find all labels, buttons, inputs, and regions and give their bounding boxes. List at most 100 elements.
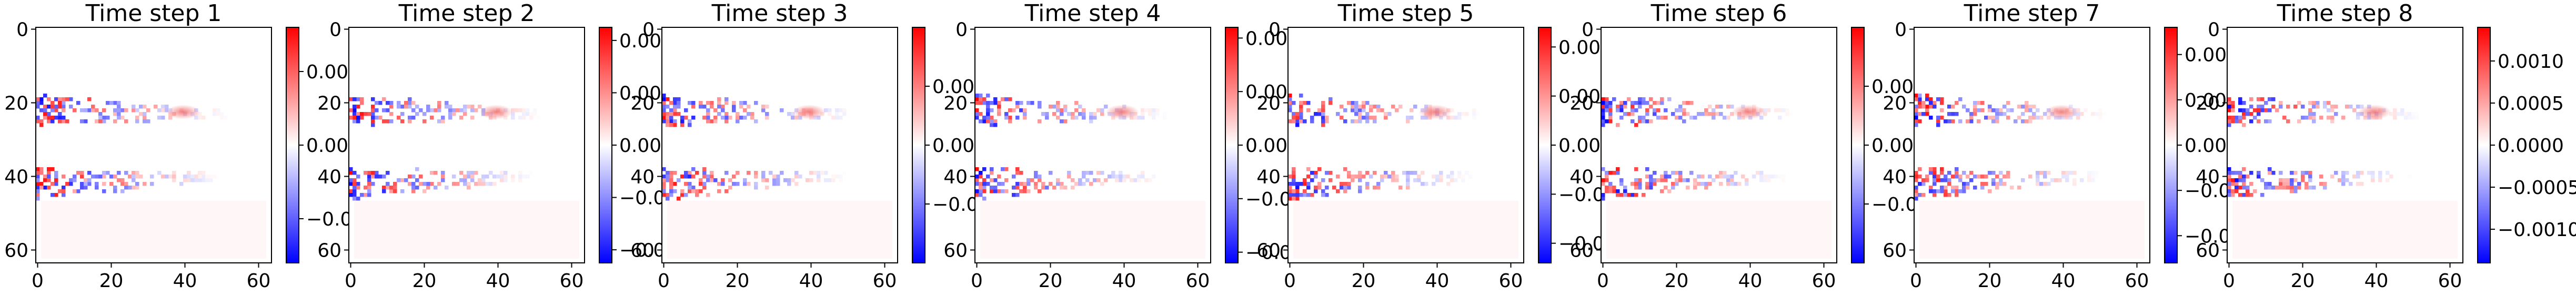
heatmap-cell (1292, 178, 1296, 182)
heatmap-cell (2404, 116, 2408, 120)
x-tick-label: 40 (799, 270, 823, 292)
heatmap-cell (1914, 108, 1918, 113)
heatmap-cell (743, 182, 747, 186)
heatmap-hotspot (792, 105, 826, 119)
heatmap-cell (1947, 171, 1951, 175)
heatmap-cell (750, 112, 754, 116)
heatmap-cell (62, 186, 66, 190)
heatmap-cell (1119, 178, 1123, 182)
heatmap-cell (1108, 175, 1112, 179)
heatmap-cell (1096, 178, 1101, 182)
heatmap-cell (448, 116, 452, 120)
heatmap-cell (710, 101, 714, 105)
heatmap-cell (990, 171, 994, 175)
heatmap-cell (2264, 119, 2268, 124)
heatmap-cell (47, 186, 51, 190)
heatmap-cell (1925, 97, 1929, 101)
heatmap-cell (2330, 105, 2334, 109)
heatmap-cell (842, 171, 847, 175)
heatmap-cell (1969, 116, 1974, 120)
heatmap-cell (743, 178, 747, 182)
heatmap-cell (356, 175, 360, 179)
heatmap-cell (400, 119, 405, 124)
heatmap-cell (39, 167, 44, 171)
heatmap-cell (353, 193, 357, 197)
heatmap-cell (1925, 178, 1929, 182)
heatmap-cell (1310, 178, 1314, 182)
heatmap-cell (1616, 171, 1620, 175)
heatmap-cell (1715, 175, 1719, 179)
y-tick-label: 40 (2196, 167, 2220, 188)
heatmap-cell (367, 171, 371, 175)
heatmap-cell (1962, 189, 1966, 193)
heatmap-cell (1461, 175, 1465, 179)
heatmap-cell (842, 112, 847, 116)
heatmap-cell (835, 108, 839, 113)
heatmap-cell (102, 119, 106, 124)
heatmap-cell (1608, 186, 1613, 190)
heatmap-cell (2006, 108, 2010, 113)
heatmap-cell (1380, 178, 1384, 182)
heatmap-cell (485, 175, 489, 179)
heatmap-cell (51, 105, 55, 109)
heatmap-cell (205, 178, 209, 182)
heatmap-cell (2025, 108, 2029, 113)
heatmap-cell (1071, 186, 1075, 190)
heatmap-cell (1288, 108, 1292, 113)
heatmap-cell (386, 186, 390, 190)
heatmap-cell (1789, 112, 1793, 116)
heatmap-cell (109, 101, 114, 105)
heatmap-cell (353, 116, 357, 120)
heatmap-cell (43, 116, 47, 120)
heatmap-cell (1299, 182, 1303, 186)
heatmap-cell (2231, 105, 2235, 109)
heatmap-cell (1380, 108, 1384, 113)
y-tick-label: 60 (317, 240, 341, 262)
heatmap-cell (1004, 167, 1009, 171)
heatmap-cell (2249, 97, 2253, 101)
y-tick-label: 40 (4, 167, 28, 188)
heatmap-cell (2006, 171, 2010, 175)
heatmap-cell (1631, 182, 1635, 186)
heatmap-cell (1767, 175, 1771, 179)
heatmap-cell (990, 186, 994, 190)
heatmap-cell (2231, 101, 2235, 105)
heatmap-cell (349, 193, 353, 197)
heatmap-cell (1314, 112, 1318, 116)
heatmap-cell (120, 116, 125, 120)
heatmap-cell (1152, 112, 1156, 116)
heatmap-cell (1678, 178, 1683, 182)
heatmap-cell (1384, 171, 1388, 175)
heatmap-cell (1417, 178, 1421, 182)
heatmap-cell (713, 178, 718, 182)
heatmap-cell (135, 108, 139, 113)
heatmap-cell (1321, 116, 1325, 120)
heatmap-cell (1616, 167, 1620, 171)
heatmap-cell (979, 193, 983, 197)
heatmap-cell (706, 175, 710, 179)
heatmap-cell (997, 112, 1001, 116)
heatmap-cell (58, 119, 62, 124)
heatmap-cell (349, 178, 353, 182)
heatmap-cell (662, 189, 666, 193)
heatmap-cell (1638, 178, 1642, 182)
heatmap-cell (1958, 175, 1963, 179)
heatmap-cell (2253, 189, 2257, 193)
heatmap-cell (2242, 193, 2246, 197)
heatmap-cell (706, 112, 710, 116)
heatmap-cell (1653, 171, 1657, 175)
heatmap-cell (213, 108, 217, 113)
heatmap-cell (386, 171, 390, 175)
heatmap-cell (415, 186, 419, 190)
heatmap-cell (1785, 108, 1789, 113)
heatmap-cell (2400, 112, 2404, 116)
heatmap-cell (1649, 119, 1653, 124)
heatmap-cell (2341, 178, 2346, 182)
heatmap-cell (2260, 193, 2265, 197)
heatmap-cell (688, 101, 692, 105)
heatmap-cell (2271, 97, 2276, 101)
colorbar (2165, 27, 2177, 263)
heatmap-cell (677, 178, 681, 182)
heatmap-cell (511, 175, 515, 179)
heatmap-cell (474, 171, 478, 175)
